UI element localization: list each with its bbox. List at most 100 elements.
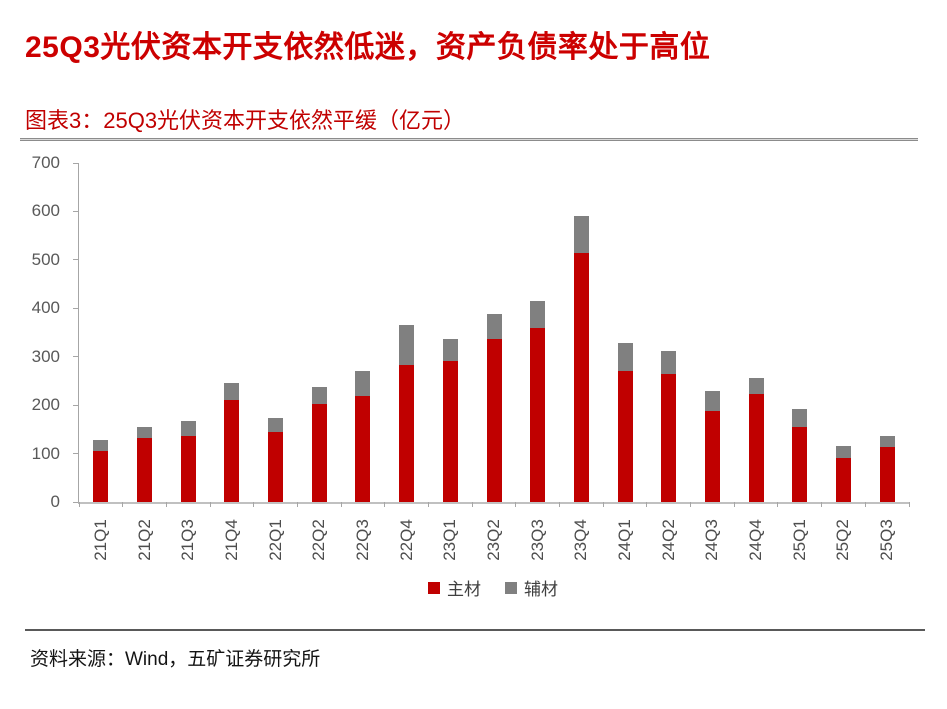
y-axis-tick xyxy=(73,501,78,503)
y-axis-tick xyxy=(73,162,78,164)
x-axis-tick xyxy=(821,502,823,507)
bar-main-segment xyxy=(617,370,633,502)
plot-area: 21Q1 21Q2 21Q3 21Q4 22Q1 22Q2 22Q3 22Q4 23Q1 23Q2… xyxy=(78,163,910,561)
y-axis-label: 600 xyxy=(31,201,60,221)
y-axis-tick xyxy=(73,356,78,358)
x-axis-tick xyxy=(733,502,735,507)
legend-label: 辅材 xyxy=(524,580,558,599)
bar-aux-segment xyxy=(704,390,720,411)
bar-main-segment xyxy=(661,374,677,502)
y-axis-label: 0 xyxy=(50,492,60,511)
x-axis-label: 22Q3 xyxy=(352,519,372,561)
x-axis-tick xyxy=(471,502,473,507)
bar-main-segment xyxy=(704,410,720,502)
x-axis-tick xyxy=(253,502,255,507)
x-axis-label: 25Q1 xyxy=(789,519,809,561)
x-axis-tick xyxy=(427,502,429,507)
y-axis-tick xyxy=(73,307,78,309)
bar-main-segment xyxy=(748,393,764,502)
x-axis-tick xyxy=(122,502,124,507)
x-axis-label: 24Q2 xyxy=(658,519,678,561)
bar-aux-segment xyxy=(268,418,284,432)
bar-aux-segment xyxy=(661,351,677,375)
x-axis-label: 23Q1 xyxy=(440,519,460,561)
bar-main-segment xyxy=(137,438,153,502)
x-axis-label: 22Q2 xyxy=(309,519,329,561)
y-axis-label: 200 xyxy=(31,395,60,415)
x-axis-tick xyxy=(559,502,561,507)
bar-main-segment xyxy=(311,403,327,502)
x-axis-label: 21Q3 xyxy=(178,519,198,561)
y-axis-tick xyxy=(73,259,78,261)
x-axis-tick xyxy=(646,502,648,507)
bar-aux-segment xyxy=(224,383,240,401)
x-axis-label: 24Q3 xyxy=(702,519,722,561)
bar-main-segment xyxy=(224,400,240,502)
y-axis-tick xyxy=(73,404,78,406)
figure-caption: 图表3：25Q3光伏资本开支依然平缓（亿元） xyxy=(25,108,466,133)
x-axis-tick xyxy=(340,502,342,507)
legend-item: 主材 xyxy=(428,575,481,600)
bar-aux-segment xyxy=(835,445,851,459)
x-axis-label: 24Q4 xyxy=(746,519,766,561)
y-axis-tick xyxy=(73,210,78,212)
bar-aux-segment xyxy=(180,421,196,436)
x-axis-tick xyxy=(777,502,779,507)
bar-aux-segment xyxy=(573,216,589,253)
x-axis-tick xyxy=(78,502,80,507)
y-axis-label: 500 xyxy=(31,249,60,269)
x-axis-tick xyxy=(515,502,517,507)
x-axis-tick xyxy=(908,502,910,507)
x-axis-label: 24Q1 xyxy=(615,519,635,561)
bar-aux-segment xyxy=(311,387,327,404)
bar-main-segment xyxy=(879,447,895,502)
bar-aux-segment xyxy=(879,436,895,448)
legend-swatch xyxy=(505,581,517,594)
x-axis-label: 22Q1 xyxy=(265,519,285,561)
bar-main-segment xyxy=(530,327,546,502)
y-axis-tick xyxy=(73,453,78,455)
capex-stacked-bar-chart: 21Q1 21Q2 21Q3 21Q4 22Q1 22Q2 22Q3 22Q4 23Q1 23Q2… xyxy=(0,150,947,620)
legend-item: 辅材 xyxy=(505,575,558,600)
bar-main-segment xyxy=(355,395,371,502)
bar-main-segment xyxy=(792,426,808,502)
bar-aux-segment xyxy=(399,325,415,365)
x-axis-label: 25Q3 xyxy=(877,519,897,561)
y-axis-label: 400 xyxy=(31,298,60,318)
x-axis-label: 23Q4 xyxy=(571,519,591,561)
chart-legend: 主材 辅材 xyxy=(78,575,908,600)
bar-main-segment xyxy=(442,361,458,502)
bar-aux-segment xyxy=(93,440,109,452)
x-axis-tick xyxy=(384,502,386,507)
x-axis-label: 22Q4 xyxy=(396,519,416,561)
bar-aux-segment xyxy=(137,427,153,439)
bar-aux-segment xyxy=(442,338,458,362)
x-axis-label: 21Q1 xyxy=(90,519,110,561)
x-axis-label: 25Q2 xyxy=(833,519,853,561)
y-axis-label: 300 xyxy=(31,346,60,366)
bar-main-segment xyxy=(573,252,589,502)
legend-label: 主材 xyxy=(447,580,481,599)
x-axis-tick xyxy=(165,502,167,507)
bar-main-segment xyxy=(180,435,196,502)
caption-divider xyxy=(20,138,918,141)
x-axis-label: 23Q2 xyxy=(484,519,503,561)
bar-main-segment xyxy=(268,431,284,502)
bar-main-segment xyxy=(486,339,502,502)
bar-main-segment xyxy=(835,458,851,502)
y-axis-label: 700 xyxy=(31,153,60,172)
x-axis-tick xyxy=(602,502,604,507)
source-divider xyxy=(25,629,925,631)
x-axis-tick xyxy=(690,502,692,507)
x-axis-tick xyxy=(209,502,211,507)
x-axis-tick xyxy=(864,502,866,507)
bar-main-segment xyxy=(93,451,109,502)
bar-aux-segment xyxy=(617,343,633,371)
bar-aux-segment xyxy=(748,378,764,394)
page-title: 25Q3光伏资本开支依然低迷，资产负债率处于高位 xyxy=(25,31,711,64)
x-axis-label: 21Q4 xyxy=(221,519,241,561)
source-text: 资料来源：Wind，五矿证券研究所 xyxy=(30,649,321,670)
bar-aux-segment xyxy=(792,408,808,427)
bar-aux-segment xyxy=(486,314,502,340)
